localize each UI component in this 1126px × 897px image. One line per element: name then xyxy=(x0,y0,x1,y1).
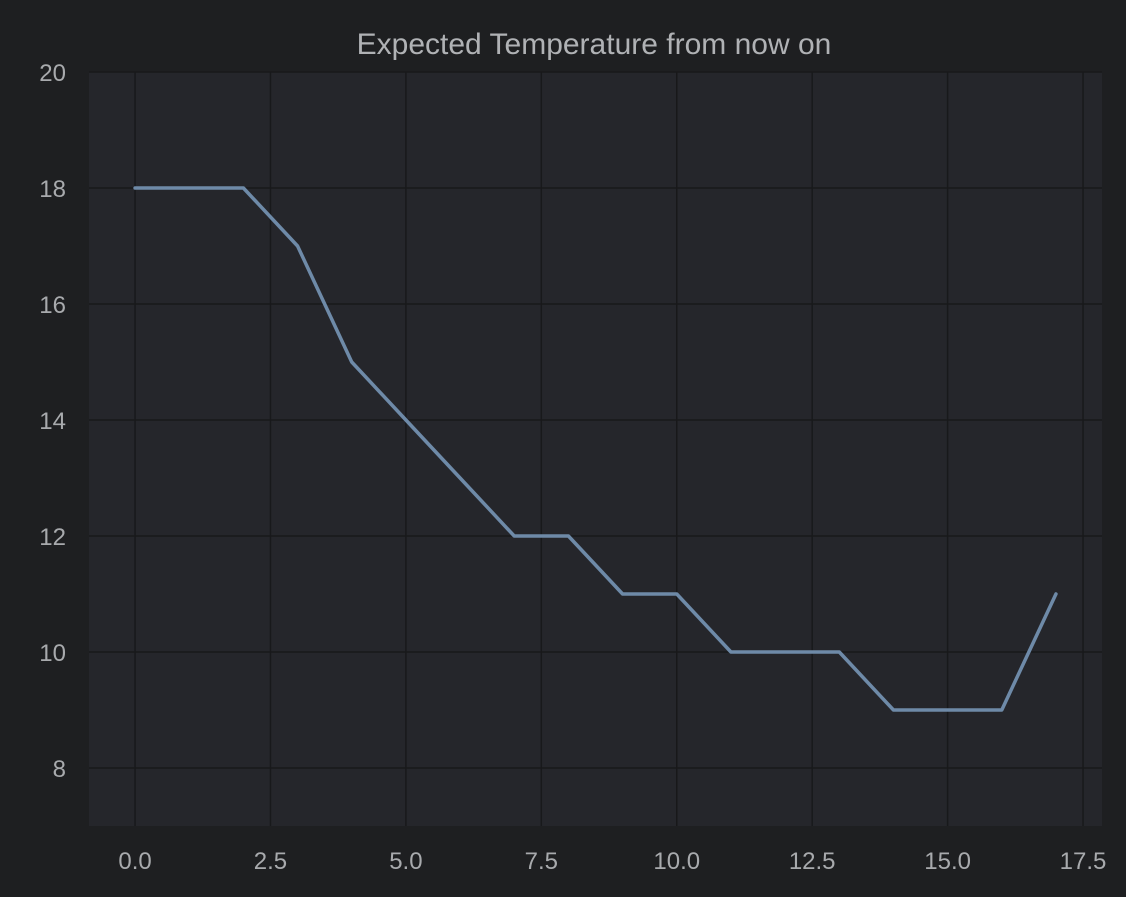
y-tick-label: 8 xyxy=(53,756,66,783)
y-tick-label: 20 xyxy=(39,60,66,87)
data-point xyxy=(838,651,840,653)
x-tick-label: 10.0 xyxy=(653,848,700,875)
data-point xyxy=(676,593,678,595)
y-tick-label: 18 xyxy=(39,176,66,203)
data-point xyxy=(188,187,190,189)
data-point xyxy=(459,477,461,479)
y-axis-tick-labels: 8 10 12 14 16 18 20 xyxy=(39,60,66,783)
x-tick-label: 12.5 xyxy=(789,848,836,875)
data-point xyxy=(297,245,299,247)
data-point xyxy=(242,187,244,189)
data-point xyxy=(892,709,894,711)
chart-title: Expected Temperature from now on xyxy=(357,28,832,61)
series-layer xyxy=(133,186,1058,712)
data-point xyxy=(947,709,949,711)
plot-area xyxy=(89,72,1102,826)
data-point xyxy=(730,651,732,653)
data-point xyxy=(567,535,569,537)
data-point xyxy=(134,187,136,189)
data-point xyxy=(622,593,624,595)
data-point xyxy=(784,651,786,653)
x-tick-label: 7.5 xyxy=(525,848,558,875)
data-point xyxy=(1001,709,1003,711)
series-line xyxy=(133,186,1058,712)
x-gridlines xyxy=(134,72,1084,826)
x-tick-label: 17.5 xyxy=(1060,848,1107,875)
data-point xyxy=(405,419,407,421)
y-gridlines xyxy=(89,71,1102,769)
data-point xyxy=(1055,593,1057,595)
x-tick-label: 15.0 xyxy=(924,848,971,875)
data-point xyxy=(351,361,353,363)
y-tick-label: 10 xyxy=(39,640,66,667)
x-tick-label: 0.0 xyxy=(118,848,151,875)
y-tick-label: 12 xyxy=(39,524,66,551)
x-tick-label: 5.0 xyxy=(389,848,422,875)
x-tick-label: 2.5 xyxy=(254,848,287,875)
data-point xyxy=(513,535,515,537)
x-axis-tick-labels: 0.0 2.5 5.0 7.5 10.0 12.5 15.0 17.5 xyxy=(118,848,1106,875)
y-tick-label: 16 xyxy=(39,292,66,319)
y-tick-label: 14 xyxy=(39,408,66,435)
